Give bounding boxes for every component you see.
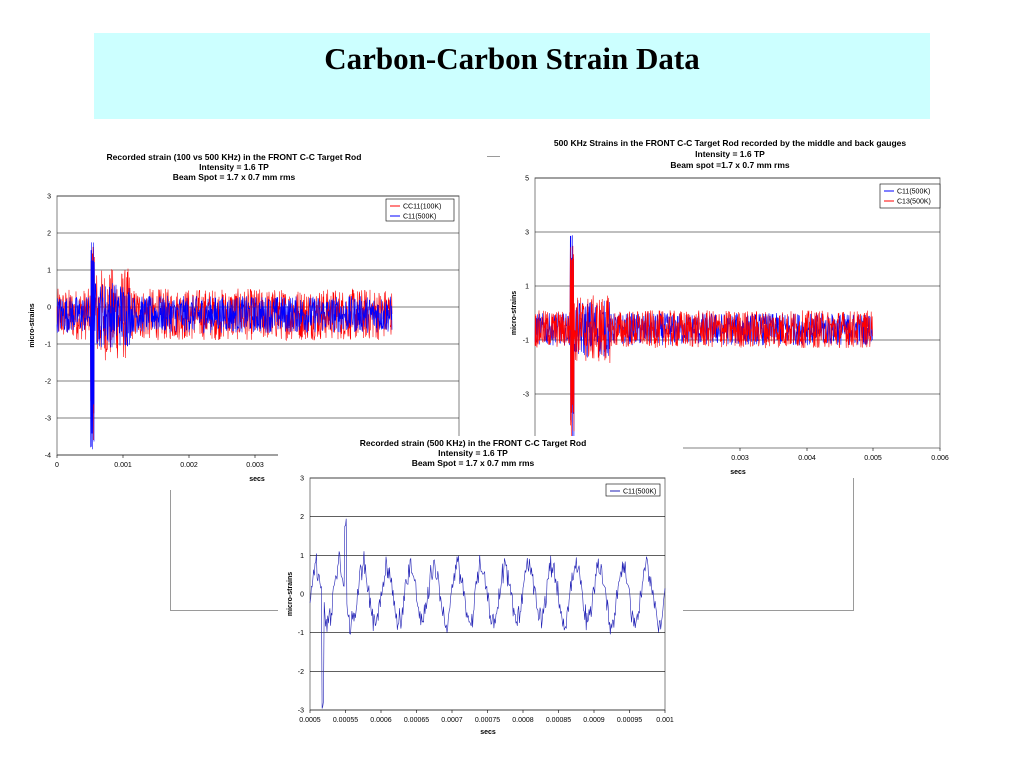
x-tick-label: 0.002: [180, 462, 198, 469]
x-tick-label: 0.005: [864, 455, 882, 462]
chart-title-line: 500 KHz Strains in the FRONT C-C Target …: [554, 138, 906, 148]
chart-title-line: Intensity = 1.6 TP: [438, 448, 508, 458]
x-tick-label: 0.00065: [404, 717, 429, 724]
y-tick-label: -1: [523, 338, 529, 345]
y-axis-label: micro-strains: [511, 291, 518, 335]
chart-left: Recorded strain (100 vs 500 KHz) in the …: [24, 150, 464, 490]
chart-bottom-svg: Recorded strain (500 KHz) in the FRONT C…: [287, 438, 674, 736]
y-tick-label: 1: [300, 553, 304, 560]
y-tick-label: 3: [300, 476, 304, 483]
chart-title-line: Beam spot =1.7 x 0.7 mm rms: [670, 160, 790, 170]
x-tick-label: 0.0005: [299, 717, 321, 724]
x-tick-label: 0.001: [114, 462, 132, 469]
x-axis-label: secs: [480, 729, 496, 736]
y-tick-label: 0: [47, 305, 51, 312]
x-tick-label: 0: [55, 462, 59, 469]
y-tick-label: -2: [298, 669, 304, 676]
series-line-1: [56, 242, 393, 450]
series-line-1: [534, 245, 873, 449]
y-tick-label: -4: [45, 453, 51, 460]
chart-title-line: Beam Spot = 1.7 x 0.7 mm rms: [412, 458, 535, 468]
x-tick-label: 0.00055: [333, 717, 358, 724]
y-axis-label: micro-strains: [29, 303, 36, 347]
y-tick-label: 1: [47, 268, 51, 275]
y-tick-label: 3: [525, 230, 529, 237]
x-tick-label: 0.00075: [475, 717, 500, 724]
y-tick-label: 3: [47, 194, 51, 201]
y-tick-label: -3: [523, 392, 529, 399]
chart-title-line: Recorded strain (100 vs 500 KHz) in the …: [107, 152, 362, 162]
chart-left-svg: Recorded strain (100 vs 500 KHz) in the …: [29, 152, 460, 483]
x-axis-label: secs: [249, 476, 265, 483]
chart-title-line: Beam Spot = 1.7 x 0.7 mm rms: [173, 172, 296, 182]
x-tick-label: 0.0006: [370, 717, 392, 724]
chart-bottom: Recorded strain (500 KHz) in the FRONT C…: [278, 436, 683, 740]
x-tick-label: 0.006: [931, 455, 949, 462]
legend-box: [879, 183, 941, 209]
divider-line: [487, 156, 505, 157]
y-axis-label: micro-strains: [287, 572, 294, 616]
chart-right-svg: 500 KHz Strains in the FRONT C-C Target …: [511, 138, 949, 476]
slide-title: Carbon-Carbon Strain Data: [324, 41, 700, 76]
y-tick-label: 2: [300, 514, 304, 521]
plot-area: [534, 177, 941, 449]
x-tick-label: 0.0007: [441, 717, 463, 724]
x-tick-label: 0.00095: [617, 717, 642, 724]
legend-box: [605, 483, 661, 497]
legend-label: C11(500K): [623, 489, 656, 496]
y-tick-label: 0: [300, 592, 304, 599]
x-tick-label: 0.003: [246, 462, 264, 469]
y-tick-label: 5: [525, 176, 529, 183]
x-tick-label: 0.004: [798, 455, 816, 462]
title-box: Carbon-Carbon Strain Data: [94, 33, 930, 119]
y-tick-label: -1: [298, 630, 304, 637]
chart-right: 500 KHz Strains in the FRONT C-C Target …: [500, 133, 960, 478]
legend-label: C13(500K): [897, 199, 931, 206]
y-tick-label: -1: [45, 342, 51, 349]
y-tick-label: 1: [525, 284, 529, 291]
x-tick-label: 0.0008: [512, 717, 534, 724]
legend-box: [385, 198, 455, 222]
legend-label: C11(500K): [403, 214, 436, 221]
chart-title-line: Intensity = 1.6 TP: [695, 149, 765, 159]
series-line-0: [309, 518, 666, 709]
x-axis-label: secs: [730, 469, 746, 476]
x-tick-label: 0.001: [656, 717, 674, 724]
x-tick-label: 0.0009: [583, 717, 605, 724]
chart-title-line: Intensity = 1.6 TP: [199, 162, 269, 172]
x-tick-label: 0.003: [731, 455, 749, 462]
legend-label: CC11(100K): [403, 204, 441, 211]
chart-title-line: Recorded strain (500 KHz) in the FRONT C…: [360, 438, 587, 448]
x-tick-label: 0.00085: [546, 717, 571, 724]
y-tick-label: -3: [45, 416, 51, 423]
y-tick-label: -3: [298, 708, 304, 715]
legend-label: C11(500K): [897, 189, 930, 196]
y-tick-label: 2: [47, 231, 51, 238]
y-tick-label: -2: [45, 379, 51, 386]
